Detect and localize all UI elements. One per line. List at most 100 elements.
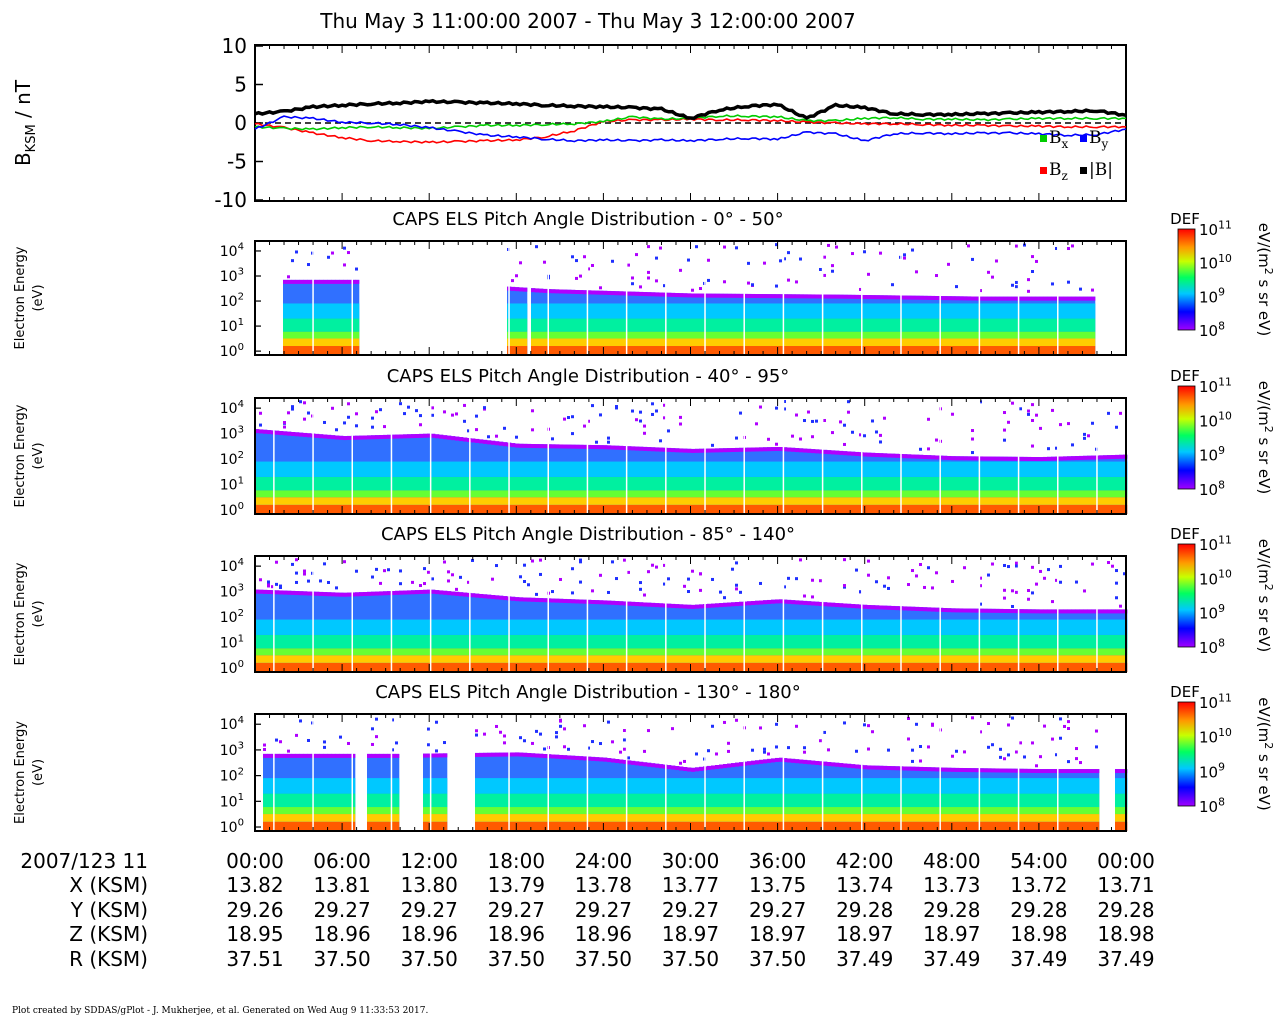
spectrogram-cutoff-edge bbox=[803, 600, 808, 605]
spectrogram-energy-band bbox=[1003, 497, 1008, 505]
spectrogram-energy-band bbox=[539, 346, 544, 355]
spectrogram-energy-band bbox=[511, 634, 516, 649]
spectrogram-energy-band bbox=[403, 662, 408, 672]
spectrogram-energy-band bbox=[623, 338, 628, 347]
spectrogram-energy-band bbox=[935, 662, 940, 672]
spectrogram-energy-band bbox=[783, 619, 788, 635]
spectrogram-energy-band bbox=[299, 318, 304, 332]
spectrogram-energy-band bbox=[771, 346, 776, 355]
spectrogram-energy-band bbox=[647, 346, 652, 355]
spectrogram-sparse-count bbox=[691, 569, 694, 573]
spectrogram-sparse-count bbox=[803, 594, 806, 598]
spectrogram-energy-band bbox=[931, 497, 936, 505]
spectrogram-cutoff-edge bbox=[695, 604, 700, 609]
spectrogram-cutoff-edge bbox=[303, 432, 308, 437]
spectrogram-energy-band bbox=[307, 504, 312, 514]
spectrogram-energy-band bbox=[559, 318, 564, 332]
spectrogram-energy-band bbox=[951, 338, 956, 347]
spectrogram-energy-band bbox=[367, 504, 372, 514]
spectrogram-cutoff-edge bbox=[299, 432, 304, 437]
spectrogram-cutoff-edge bbox=[731, 602, 736, 607]
spectrogram-energy-band bbox=[379, 497, 384, 505]
spectrogram-cutoff-edge bbox=[647, 602, 652, 607]
spectrogram-energy-band bbox=[563, 497, 568, 505]
spectrogram-energy-band bbox=[399, 497, 404, 505]
spectrogram-sparse-count bbox=[295, 558, 298, 562]
spectrogram-cutoff-edge bbox=[1059, 456, 1064, 461]
spectrogram-energy-band bbox=[1031, 331, 1036, 339]
spectrogram-energy-band bbox=[807, 655, 812, 663]
spectrogram-energy-band bbox=[991, 490, 996, 498]
spectrogram-energy-band bbox=[1023, 634, 1028, 649]
spectrogram-energy-band bbox=[975, 655, 980, 663]
spectrogram-energy-band bbox=[515, 303, 520, 319]
spectrogram-energy-band bbox=[847, 331, 852, 339]
spectrogram-energy-band bbox=[819, 318, 824, 332]
spectrogram-sparse-count bbox=[1011, 401, 1014, 405]
spectrogram-energy-band bbox=[603, 476, 608, 491]
spectrogram-sparse-count bbox=[423, 582, 426, 586]
spectrogram-energy-band bbox=[763, 490, 768, 498]
spectrogram-energy-band bbox=[531, 655, 536, 663]
spectrogram-energy-band bbox=[343, 476, 348, 491]
spectrogram-sparse-count bbox=[643, 431, 646, 435]
spectrogram-energy-band bbox=[639, 318, 644, 332]
spectrogram-energy-band bbox=[355, 318, 360, 332]
spectrogram-cutoff-edge bbox=[651, 292, 656, 297]
spectrogram-cutoff-edge bbox=[743, 293, 748, 298]
spectrogram-energy-band bbox=[1007, 634, 1012, 649]
spectrogram-energy-band bbox=[783, 338, 788, 347]
spectrogram-cutoff-edge bbox=[851, 604, 856, 609]
spectrogram-energy-band bbox=[995, 338, 1000, 347]
spectrogram-cutoff-edge bbox=[1027, 456, 1032, 461]
spectrogram-energy-band bbox=[923, 497, 928, 505]
spectrogram-energy-band bbox=[691, 619, 696, 635]
spectrogram-energy-band bbox=[607, 648, 612, 656]
spectrogram-energy-band bbox=[731, 461, 736, 477]
spectrogram-sparse-count bbox=[659, 246, 662, 250]
spectrogram-energy-band bbox=[375, 634, 380, 649]
spectrogram-energy-band bbox=[1107, 497, 1112, 505]
spectrogram-energy-band bbox=[943, 338, 948, 347]
spectrogram-energy-band bbox=[915, 331, 920, 339]
spectrogram-energy-band bbox=[935, 634, 940, 649]
spectrogram-cutoff-edge bbox=[487, 594, 492, 599]
spectrogram-energy-band bbox=[735, 634, 740, 649]
spectrogram-energy-band bbox=[515, 619, 520, 635]
spectrogram-energy-band bbox=[707, 655, 712, 663]
spectrogram-energy-band bbox=[359, 648, 364, 656]
spectrogram-energy-band bbox=[827, 303, 832, 319]
spectrogram-cutoff-edge bbox=[903, 295, 908, 300]
spectrogram-cutoff-edge bbox=[835, 450, 840, 455]
spectrogram-energy-band bbox=[967, 662, 972, 672]
spectrogram-energy-band bbox=[947, 619, 952, 635]
spectrogram-cutoff-edge bbox=[731, 448, 736, 453]
spectrogram-energy-band bbox=[835, 461, 840, 477]
spectrogram-energy-band bbox=[1103, 461, 1108, 477]
spectrogram-cutoff-edge bbox=[767, 599, 772, 604]
spectrogram-energy-band bbox=[851, 497, 856, 505]
spectrogram-energy-band bbox=[531, 619, 536, 635]
spectrogram-energy-band bbox=[767, 346, 772, 355]
spectrogram-energy-band bbox=[555, 331, 560, 339]
spectrogram-energy-band bbox=[287, 331, 292, 339]
spectrogram-energy-band bbox=[727, 634, 732, 649]
spectrogram-energy-band bbox=[687, 655, 692, 663]
spectrogram-energy-band bbox=[803, 497, 808, 505]
spectrogram-sparse-count bbox=[1015, 590, 1018, 594]
spectrogram-energy-band bbox=[679, 634, 684, 649]
spectrogram-energy-band bbox=[1031, 338, 1036, 347]
mag-y-label-main: B bbox=[11, 152, 35, 166]
spectrogram-cutoff-edge bbox=[967, 456, 972, 461]
spectrogram-energy-band bbox=[287, 662, 292, 672]
spectrogram-energy-band bbox=[611, 490, 616, 498]
spectrogram-sparse-count bbox=[519, 261, 522, 265]
spectrogram-cutoff-edge bbox=[939, 455, 944, 460]
spectrogram-energy-band bbox=[307, 655, 312, 663]
spectrogram-energy-band bbox=[811, 504, 816, 514]
spectrogram-cutoff-edge bbox=[739, 601, 744, 606]
spectrogram-energy-band bbox=[619, 655, 624, 663]
spectrogram-energy-band bbox=[331, 655, 336, 663]
spectrogram-energy-band bbox=[515, 634, 520, 649]
spectrogram-energy-band bbox=[1071, 303, 1076, 319]
